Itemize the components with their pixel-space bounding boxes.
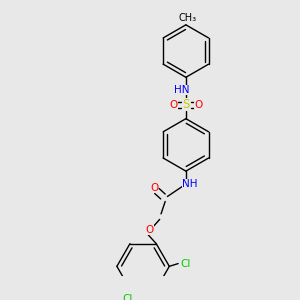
- Text: O: O: [194, 100, 202, 110]
- Text: Cl: Cl: [123, 294, 133, 300]
- Text: HN: HN: [174, 85, 190, 95]
- Text: O: O: [169, 100, 178, 110]
- Text: O: O: [150, 183, 158, 193]
- Text: S: S: [182, 98, 190, 111]
- Text: O: O: [146, 226, 154, 236]
- Text: CH₃: CH₃: [178, 13, 196, 23]
- Text: Cl: Cl: [180, 259, 191, 269]
- Text: NH: NH: [182, 178, 198, 188]
